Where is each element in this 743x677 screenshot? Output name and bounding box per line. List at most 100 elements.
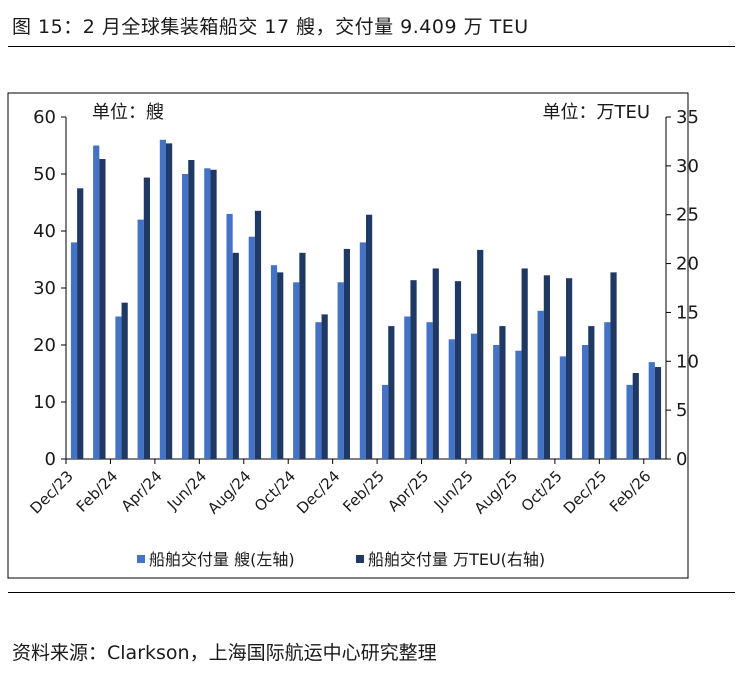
right-y-tick-label: 35 — [676, 107, 699, 128]
bar-ships-Feb-26 — [648, 362, 655, 459]
right-y-tick-label: 0 — [676, 449, 687, 470]
bar-teu-Jan-25 — [366, 214, 373, 459]
bar-teu-Jul-25 — [499, 326, 506, 459]
x-tick-label: Dec/24 — [293, 467, 343, 517]
legend: 船舶交付量 艘(左轴) 船舶交付量 万TEU(右轴) — [137, 550, 545, 569]
left-y-axis: 0 10 20 30 40 50 60 — [33, 107, 66, 470]
bar-teu-Mar-25 — [410, 280, 417, 459]
right-y-axis: 0 5 10 15 20 25 30 35 — [666, 107, 699, 470]
bar-ships-Mar-24 — [137, 219, 144, 459]
right-y-tick-label: 20 — [676, 254, 699, 275]
bar-ships-Feb-24 — [115, 316, 122, 459]
x-tick-label: Apr/25 — [384, 467, 432, 515]
bar-ships-Dec-25 — [604, 322, 611, 459]
right-y-tick-label: 30 — [676, 156, 699, 177]
bar-ships-Jan-25 — [359, 242, 366, 459]
bar-ships-Jan-24 — [93, 145, 100, 459]
x-tick-label: Feb/26 — [606, 467, 655, 516]
bar-ships-Dec-23 — [70, 242, 78, 459]
bar-ships-Jul-25 — [493, 345, 500, 459]
x-tick-label: Aug/25 — [471, 467, 522, 518]
left-y-tick-label: 10 — [33, 392, 56, 413]
bar-teu-May-25 — [454, 281, 462, 459]
bar-ships-Sep-25 — [537, 310, 544, 459]
x-tick-label: Oct/24 — [251, 467, 299, 515]
bar-ships-Aug-24 — [248, 236, 255, 459]
x-tick-label: Dec/23 — [27, 467, 77, 517]
bar-ships-Sep-24 — [270, 265, 278, 459]
bar-teu-Jan-24 — [99, 159, 106, 459]
x-tick-label: Apr/24 — [118, 467, 166, 515]
left-y-tick-label: 0 — [45, 449, 56, 470]
x-tick-label: Aug/24 — [204, 467, 255, 518]
bar-teu-Jun-25 — [477, 249, 484, 459]
left-y-tick-label: 40 — [33, 221, 56, 242]
bar-ships-Mar-25 — [404, 316, 411, 459]
bar-ships-Jun-25 — [470, 333, 478, 459]
bar-teu-Jun-24 — [210, 169, 217, 459]
bar-ships-Oct-25 — [559, 356, 566, 459]
bar-ships-Apr-24 — [159, 139, 166, 460]
bar-teu-May-24 — [188, 159, 195, 460]
bar-teu-Sep-24 — [277, 272, 284, 459]
bar-teu-Oct-25 — [566, 278, 573, 459]
bar-ships-Nov-24 — [315, 322, 322, 459]
left-y-tick-label: 30 — [33, 278, 56, 299]
bar-ships-Oct-24 — [293, 282, 300, 459]
left-unit-label: 单位：艘 — [92, 102, 164, 123]
bar-ships-Jan-26 — [626, 384, 633, 459]
bar-teu-Jul-24 — [232, 252, 239, 459]
legend-swatch-teu — [356, 555, 364, 563]
x-tick-label: Feb/24 — [73, 467, 122, 516]
bar-teu-Feb-26 — [654, 367, 662, 459]
right-unit-label: 单位：万TEU — [542, 102, 650, 123]
bar-ships-Feb-25 — [382, 384, 389, 459]
left-y-tick-label: 20 — [33, 335, 56, 356]
x-tick-label: Dec/25 — [560, 467, 610, 517]
bar-ships-Apr-25 — [426, 322, 433, 459]
bar-teu-Mar-24 — [143, 177, 150, 459]
bar-teu-Aug-25 — [521, 268, 528, 459]
x-tick-label: Oct/25 — [518, 467, 566, 515]
x-tick-label: Feb/25 — [339, 467, 388, 516]
left-y-tick-label: 60 — [33, 107, 56, 128]
bar-ships-Dec-24 — [337, 282, 344, 459]
bar-teu-Apr-24 — [166, 143, 173, 459]
bar-teu-Sep-25 — [543, 275, 550, 459]
bar-ships-Jun-24 — [204, 168, 211, 460]
bar-teu-Dec-24 — [343, 248, 350, 459]
bar-teu-Oct-24 — [299, 252, 306, 459]
bar-ships-May-24 — [182, 174, 189, 459]
bar-teu-Aug-24 — [254, 210, 262, 459]
x-tick-label: Jun/25 — [430, 467, 477, 514]
bar-teu-Jan-26 — [632, 373, 639, 459]
source-note: 资料来源：Clarkson，上海国际航运中心研究整理 — [12, 642, 437, 664]
bar-chart: 单位：艘 单位：万TEU 0 10 20 30 40 50 60 0 5 10 15 20 25 30 3… — [7, 92, 699, 579]
bar-teu-Dec-25 — [610, 272, 617, 459]
bar-ships-May-25 — [448, 339, 455, 459]
right-y-tick-label: 5 — [676, 400, 687, 421]
plot-frame — [7, 92, 689, 579]
bars-group — [70, 139, 662, 460]
bar-ships-Nov-25 — [582, 345, 589, 459]
bar-teu-Dec-23 — [77, 188, 84, 459]
bottom-rule — [8, 592, 735, 593]
bar-ships-Jul-24 — [226, 213, 233, 459]
bar-teu-Feb-24 — [121, 302, 128, 459]
right-y-tick-label: 15 — [676, 302, 699, 323]
legend-label-teu: 船舶交付量 万TEU(右轴) — [368, 550, 545, 569]
x-axis: Dec/23Feb/24Apr/24Jun/24Aug/24Oct/24Dec/… — [27, 459, 655, 518]
legend-label-ships: 船舶交付量 艘(左轴) — [149, 550, 295, 569]
bar-teu-Nov-24 — [321, 314, 328, 459]
top-rule — [8, 46, 735, 47]
legend-swatch-ships — [137, 555, 145, 563]
bar-teu-Nov-25 — [588, 326, 595, 459]
x-tick-label: Jun/24 — [163, 467, 210, 514]
right-y-tick-label: 10 — [676, 351, 699, 372]
left-y-tick-label: 50 — [33, 164, 56, 185]
bar-teu-Feb-25 — [388, 326, 395, 459]
bar-ships-Aug-25 — [515, 350, 522, 459]
bar-teu-Apr-25 — [432, 268, 439, 459]
figure-title: 图 15：2 月全球集装箱船交 17 艘，交付量 9.409 万 TEU — [12, 16, 529, 38]
right-y-tick-label: 25 — [676, 205, 699, 226]
